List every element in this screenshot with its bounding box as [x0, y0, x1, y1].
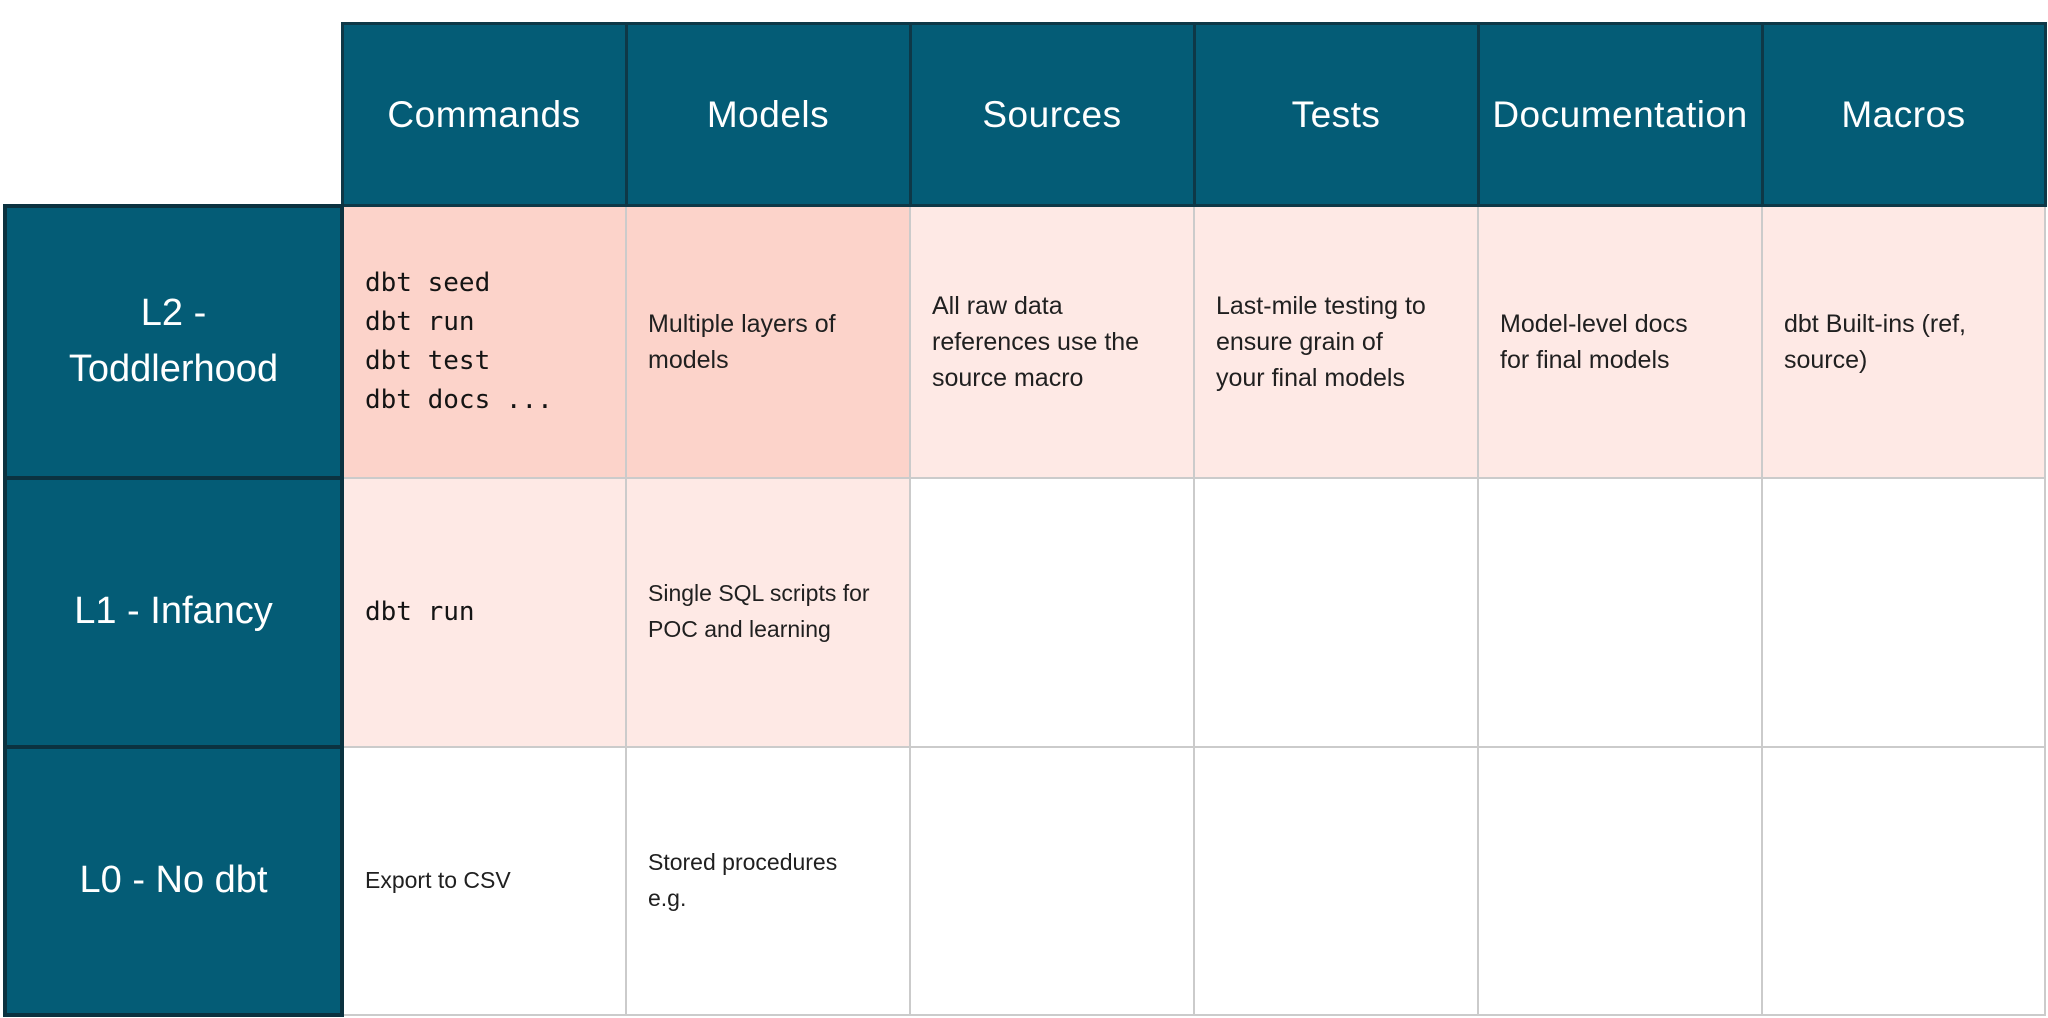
cell-l2-commands: dbt seed dbt run dbt test dbt docs ...: [341, 204, 627, 479]
col-header-models: Models: [624, 22, 912, 207]
cell-l1-commands: dbt run: [341, 476, 627, 748]
col-header-tests: Tests: [1192, 22, 1480, 207]
cell-l0-commands: Export to CSV: [341, 745, 627, 1016]
col-header-commands: Commands: [340, 22, 628, 207]
dbt-maturity-table: Commands Models Sources Tests Documentat…: [3, 22, 2047, 1017]
cell-l2-models: Multiple layers of models: [625, 204, 911, 479]
cell-l1-documentation: [1477, 476, 1763, 748]
corner-cell: [5, 23, 342, 206]
cell-l2-documentation: Model-level docs for final models: [1477, 204, 1763, 479]
cell-l2-tests: Last-mile testing to ensure grain of you…: [1193, 204, 1479, 479]
cell-l0-macros: [1761, 745, 2046, 1016]
col-header-macros: Macros: [1760, 22, 2047, 207]
cell-l2-macros: dbt Built-ins (ref, source): [1761, 204, 2046, 479]
cell-l1-sources: [909, 476, 1195, 748]
table-row-l2-toddlerhood: L2 - Toddlerhood dbt seed dbt run dbt te…: [3, 203, 2046, 480]
table-row-l1-infancy: L1 - Infancy dbt run Single SQL scripts …: [3, 475, 2046, 749]
cell-l1-macros: [1761, 476, 2046, 748]
cell-l0-sources: [909, 745, 1195, 1016]
col-header-sources: Sources: [908, 22, 1196, 207]
cell-l1-tests: [1193, 476, 1479, 748]
row-header-l0: L0 - No dbt: [3, 744, 344, 1017]
table-row-l0-no-dbt: L0 - No dbt Export to CSV Stored procedu…: [3, 744, 2046, 1017]
cell-l2-sources: All raw data references use the source m…: [909, 204, 1195, 479]
column-header-row: Commands Models Sources Tests Documentat…: [5, 22, 2047, 207]
cell-l0-tests: [1193, 745, 1479, 1016]
col-header-documentation: Documentation: [1476, 22, 1764, 207]
row-header-l2: L2 - Toddlerhood: [3, 203, 344, 480]
cell-l0-models: Stored procedures e.g.: [625, 745, 911, 1016]
cell-l0-documentation: [1477, 745, 1763, 1016]
cell-l1-models: Single SQL scripts for POC and learning: [625, 476, 911, 748]
row-header-l1: L1 - Infancy: [3, 475, 344, 749]
